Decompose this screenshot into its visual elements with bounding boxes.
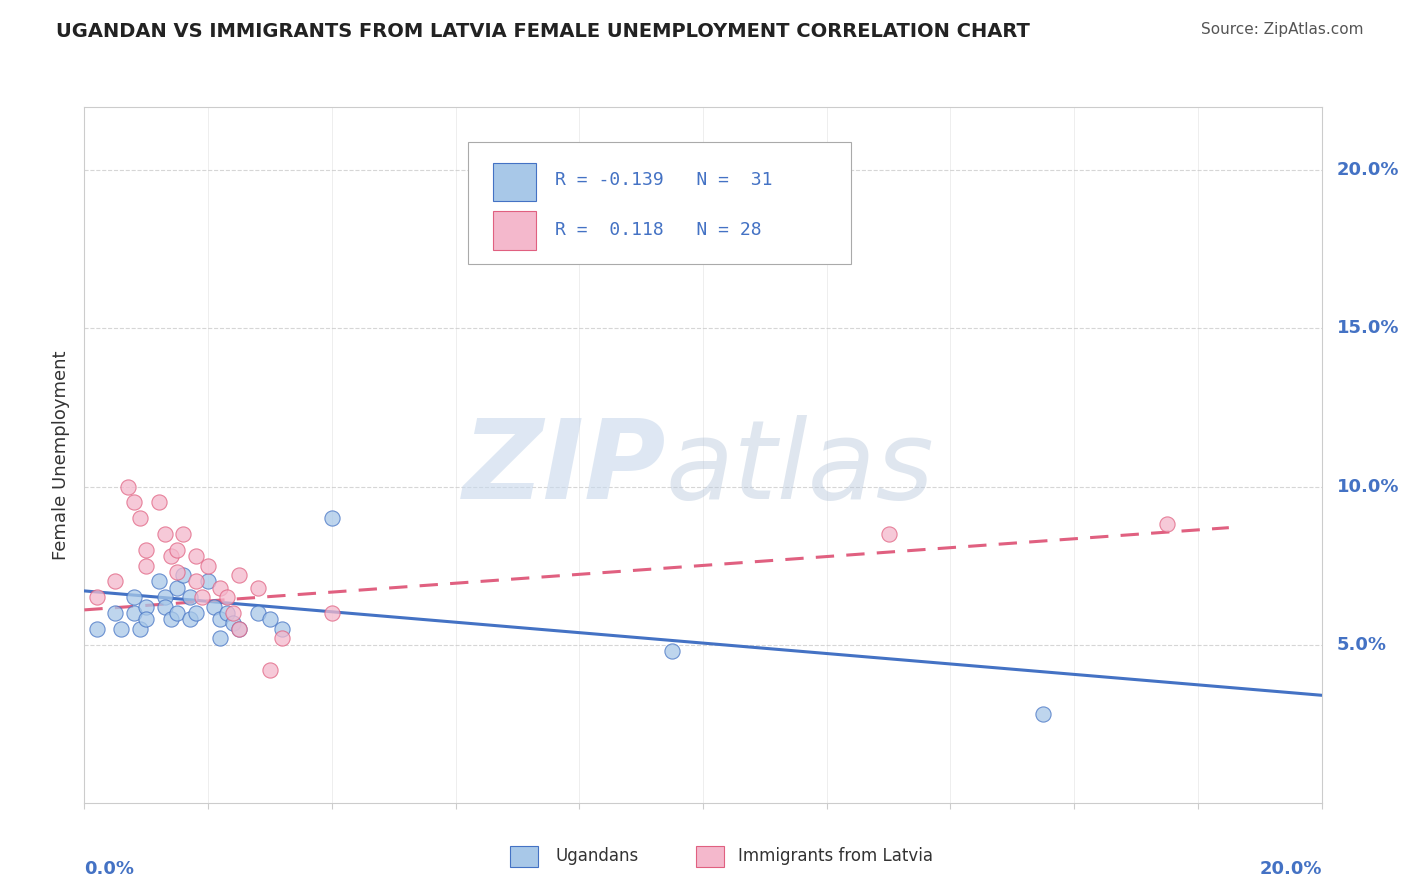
Text: R =  0.118   N = 28: R = 0.118 N = 28 bbox=[554, 221, 761, 239]
Text: atlas: atlas bbox=[666, 416, 935, 523]
Text: ZIP: ZIP bbox=[463, 416, 666, 523]
Point bbox=[209, 581, 232, 595]
Point bbox=[197, 574, 219, 589]
Point bbox=[160, 612, 183, 626]
Text: 20.0%: 20.0% bbox=[1260, 860, 1322, 878]
Point bbox=[209, 632, 232, 646]
Point bbox=[215, 591, 238, 605]
Point bbox=[228, 568, 250, 582]
Point bbox=[166, 581, 188, 595]
Point bbox=[153, 591, 176, 605]
Point bbox=[117, 479, 139, 493]
Point bbox=[135, 542, 157, 557]
Point bbox=[222, 606, 245, 620]
Text: 20.0%: 20.0% bbox=[1337, 161, 1399, 179]
Point bbox=[184, 574, 207, 589]
Bar bbox=[492, 162, 536, 201]
Point bbox=[153, 599, 176, 614]
Point bbox=[104, 574, 127, 589]
Point bbox=[104, 606, 127, 620]
Point bbox=[271, 632, 294, 646]
Point bbox=[259, 612, 281, 626]
Point bbox=[129, 511, 152, 525]
Text: 5.0%: 5.0% bbox=[1337, 636, 1386, 654]
Point bbox=[153, 527, 176, 541]
Point bbox=[179, 591, 201, 605]
Point bbox=[209, 612, 232, 626]
Point bbox=[86, 591, 108, 605]
Y-axis label: Female Unemployment: Female Unemployment bbox=[52, 351, 70, 559]
Point bbox=[228, 622, 250, 636]
Point bbox=[202, 599, 225, 614]
Point bbox=[661, 644, 683, 658]
Point bbox=[271, 622, 294, 636]
Point bbox=[135, 599, 157, 614]
Text: Immigrants from Latvia: Immigrants from Latvia bbox=[738, 847, 934, 865]
Point bbox=[321, 511, 343, 525]
Text: R = -0.139   N =  31: R = -0.139 N = 31 bbox=[554, 171, 772, 189]
Text: 10.0%: 10.0% bbox=[1337, 477, 1399, 496]
Point bbox=[172, 527, 194, 541]
Point bbox=[86, 622, 108, 636]
Point bbox=[197, 558, 219, 573]
Point bbox=[129, 622, 152, 636]
Text: Ugandans: Ugandans bbox=[555, 847, 638, 865]
Point bbox=[246, 606, 269, 620]
Point bbox=[321, 606, 343, 620]
Point bbox=[148, 574, 170, 589]
Point bbox=[1156, 517, 1178, 532]
Point bbox=[135, 612, 157, 626]
Point bbox=[122, 495, 145, 509]
Point bbox=[191, 591, 214, 605]
Point bbox=[110, 622, 132, 636]
Point bbox=[877, 527, 900, 541]
Point bbox=[184, 606, 207, 620]
Point bbox=[228, 622, 250, 636]
Text: 15.0%: 15.0% bbox=[1337, 319, 1399, 337]
Point bbox=[215, 606, 238, 620]
Point bbox=[172, 568, 194, 582]
Point bbox=[122, 606, 145, 620]
Point bbox=[259, 663, 281, 677]
FancyBboxPatch shape bbox=[468, 142, 852, 263]
Text: UGANDAN VS IMMIGRANTS FROM LATVIA FEMALE UNEMPLOYMENT CORRELATION CHART: UGANDAN VS IMMIGRANTS FROM LATVIA FEMALE… bbox=[56, 22, 1031, 41]
Point bbox=[222, 615, 245, 630]
Text: Source: ZipAtlas.com: Source: ZipAtlas.com bbox=[1201, 22, 1364, 37]
Bar bbox=[492, 211, 536, 250]
Point bbox=[122, 591, 145, 605]
Point bbox=[148, 495, 170, 509]
Point bbox=[246, 581, 269, 595]
Text: 0.0%: 0.0% bbox=[84, 860, 135, 878]
Point bbox=[160, 549, 183, 563]
Point bbox=[135, 558, 157, 573]
Point bbox=[179, 612, 201, 626]
Point bbox=[184, 549, 207, 563]
Point bbox=[166, 542, 188, 557]
Point bbox=[166, 565, 188, 579]
Point bbox=[166, 606, 188, 620]
Point bbox=[1032, 707, 1054, 722]
